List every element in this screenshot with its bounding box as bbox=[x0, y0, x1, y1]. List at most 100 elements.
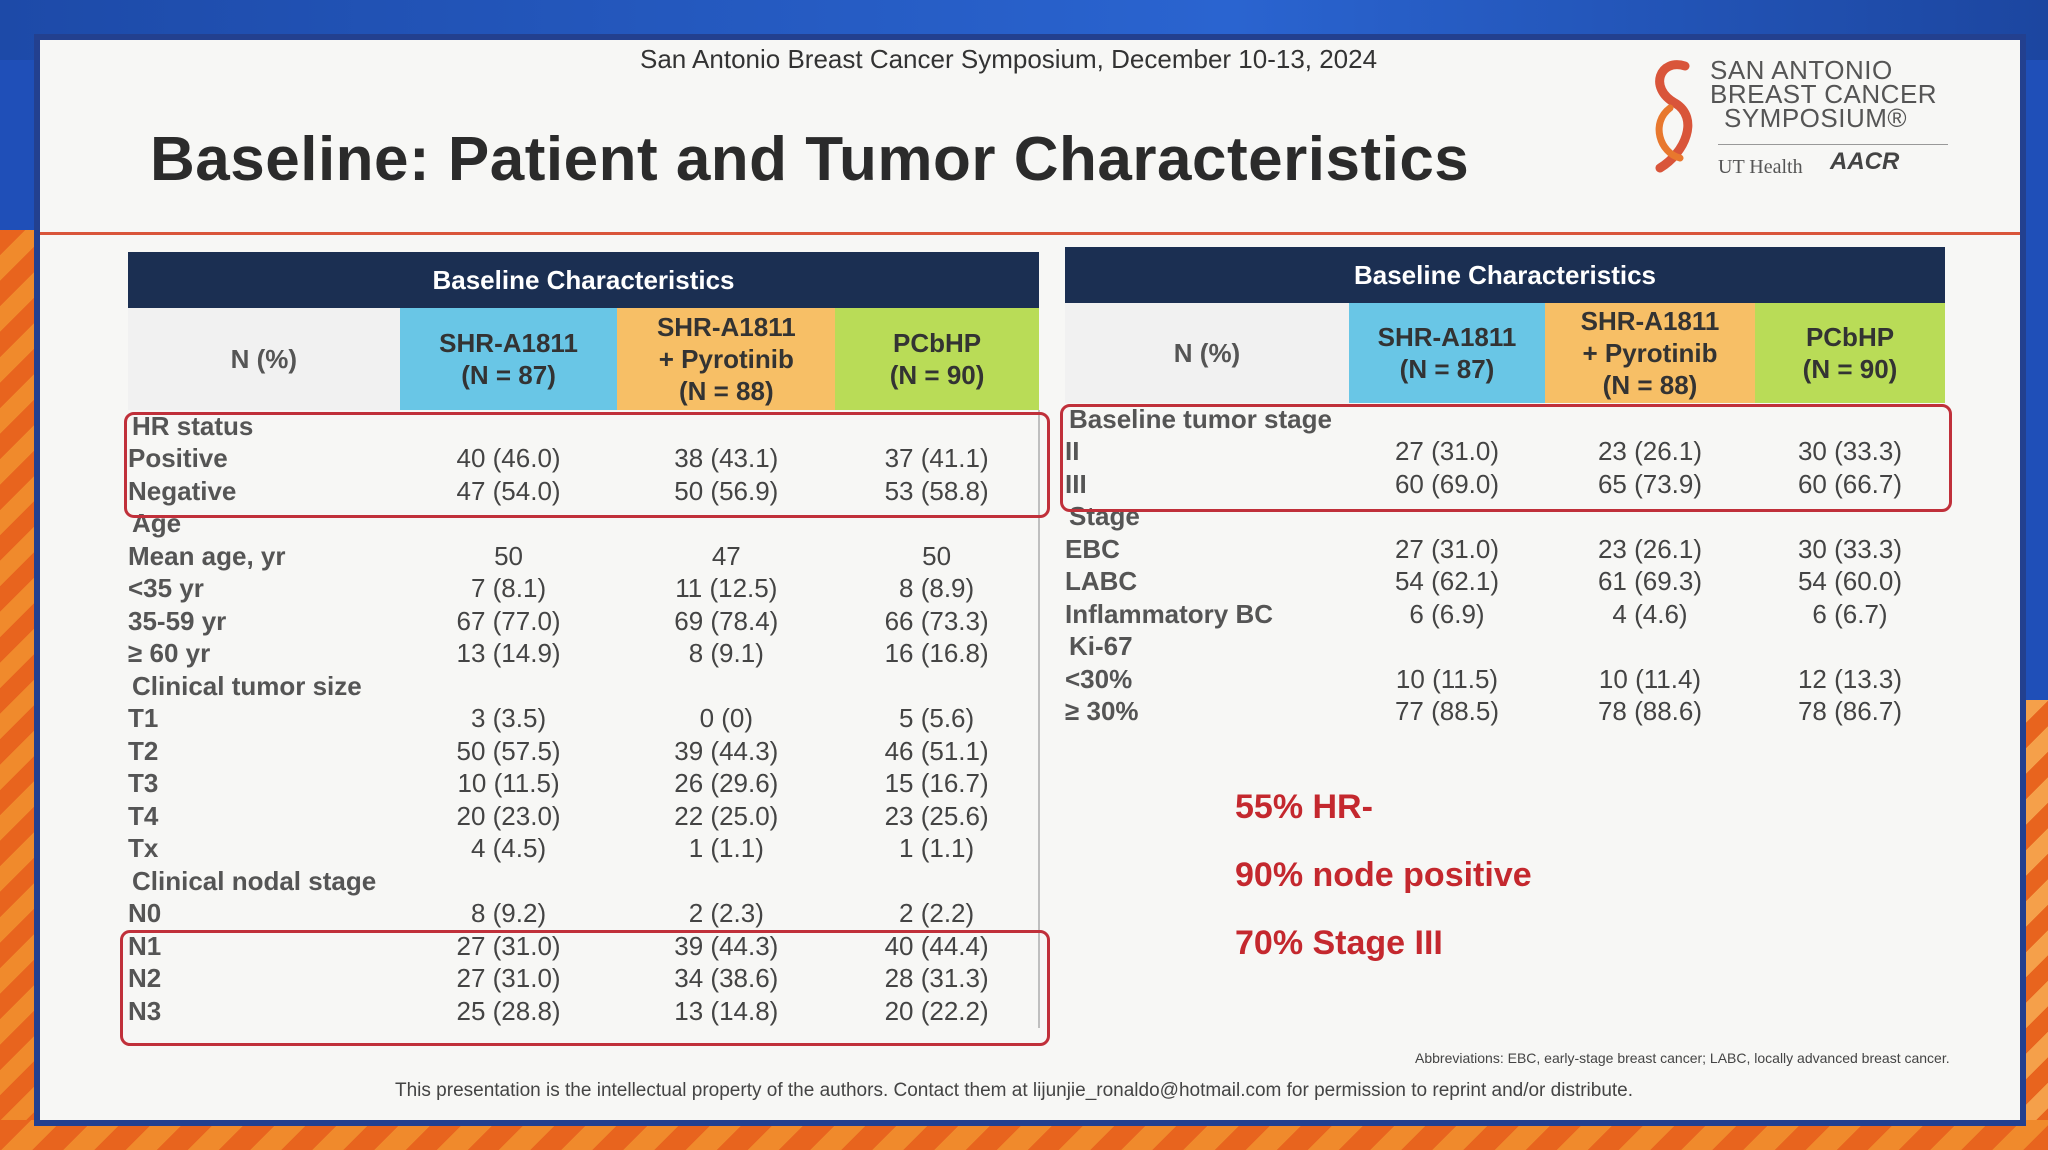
cell-pyrotinib bbox=[1545, 631, 1755, 664]
table-row: EBC 27 (31.0) 23 (26.1) 30 (33.3) bbox=[1065, 533, 1945, 566]
column-header-pyrotinib: SHR-A1811 + Pyrotinib (N = 88) bbox=[617, 308, 836, 410]
cell-pyrotinib: 8 (9.1) bbox=[688, 638, 764, 669]
cell-pcbhp: 60 (66.7) bbox=[1797, 468, 1903, 499]
section-label: HR status bbox=[132, 410, 254, 441]
cell-pcbhp: 2 (2.2) bbox=[899, 898, 975, 929]
cell-shr: 54 (62.1) bbox=[1394, 566, 1500, 597]
cell-pyrotinib: 38 (43.1) bbox=[674, 443, 779, 474]
cell-pcbhp: 6 (6.7) bbox=[1812, 598, 1888, 629]
callout-stage-iii: 70% Stage III bbox=[1235, 924, 1443, 962]
cell-pyrotinib: 11 (12.5) bbox=[675, 573, 778, 604]
cell-pyrotinib: 69 (78.4) bbox=[674, 605, 779, 636]
cell-shr: 27 (31.0) bbox=[456, 963, 561, 994]
copyright-footer: This presentation is the intellectual pr… bbox=[395, 1080, 1634, 1101]
cell-shr: 4 (4.5) bbox=[470, 833, 547, 864]
row-label: Positive bbox=[128, 443, 228, 474]
table-row: Inflammatory BC 6 (6.9) 4 (4.6) 6 (6.7) bbox=[1065, 598, 1945, 631]
table-row: Age bbox=[128, 508, 1039, 541]
cell-pcbhp: 28 (31.3) bbox=[884, 963, 989, 994]
cell-pyrotinib: 50 (56.9) bbox=[674, 475, 779, 506]
cell-shr bbox=[400, 865, 618, 898]
row-label: T4 bbox=[128, 800, 159, 831]
cell-pyrotinib: 39 (44.3) bbox=[674, 930, 779, 961]
table-row: HR status bbox=[128, 410, 1039, 443]
cell-shr: 27 (31.0) bbox=[1394, 533, 1500, 564]
row-label: T1 bbox=[128, 703, 159, 734]
cell-pcbhp: 30 (33.3) bbox=[1797, 436, 1903, 467]
abbreviations-note: Abbreviations: EBC, early-stage breast c… bbox=[1415, 1050, 1950, 1066]
column-header-pcbhp: PCbHP (N = 90) bbox=[835, 308, 1039, 410]
callout-hr-negative: 55% HR- bbox=[1235, 788, 1373, 826]
cell-pyrotinib: 1 (1.1) bbox=[688, 833, 764, 864]
cell-shr: 20 (23.0) bbox=[456, 800, 561, 831]
highlight-nodal-stage bbox=[120, 930, 1050, 1046]
section-label: Stage bbox=[1069, 501, 1140, 532]
column-header-n: N (%) bbox=[128, 308, 400, 410]
background-stripes-bottom bbox=[0, 1120, 2048, 1150]
row-label: Mean age, yr bbox=[128, 540, 286, 571]
cell-pcbhp: 8 (8.9) bbox=[899, 573, 975, 604]
table-row: N0 8 (9.2) 2 (2.3) 2 (2.2) bbox=[128, 898, 1039, 931]
cell-shr: 77 (88.5) bbox=[1394, 696, 1500, 727]
table-row: Negative 47 (54.0) 50 (56.9) 53 (58.8) bbox=[128, 475, 1039, 508]
cell-shr: 7 (8.1) bbox=[470, 573, 547, 604]
row-label: <35 yr bbox=[128, 573, 204, 604]
cell-shr bbox=[400, 670, 618, 703]
column-header-pcbhp: PCbHP (N = 90) bbox=[1755, 303, 1945, 403]
cell-pyrotinib: 65 (73.9) bbox=[1597, 468, 1703, 499]
cell-pcbhp: 53 (58.8) bbox=[884, 475, 989, 506]
table-row: III 60 (69.0) 65 (73.9) 60 (66.7) bbox=[1065, 468, 1945, 501]
cell-pyrotinib: 2 (2.3) bbox=[688, 898, 764, 929]
row-label: Negative bbox=[128, 475, 237, 506]
cell-pyrotinib: 4 (4.6) bbox=[1612, 598, 1688, 629]
cell-shr: 40 (46.0) bbox=[456, 443, 561, 474]
cell-shr: 27 (31.0) bbox=[1394, 436, 1500, 467]
table-row: Clinical tumor size bbox=[128, 670, 1039, 703]
cell-pyrotinib: 22 (25.0) bbox=[674, 800, 779, 831]
logo-wordmark: SAN ANTONIO BREAST CANCER SYMPOSIUM® bbox=[1710, 55, 1938, 133]
table-row: LABC 54 (62.1) 61 (69.3) 54 (60.0) bbox=[1065, 566, 1945, 599]
row-label: N1 bbox=[128, 930, 162, 961]
cell-pcbhp: 46 (51.1) bbox=[884, 735, 989, 766]
cell-pcbhp: 54 (60.0) bbox=[1797, 566, 1903, 597]
cell-pyrotinib: 23 (26.1) bbox=[1597, 533, 1703, 564]
aacr-logo: AACR bbox=[1830, 148, 1900, 175]
row-label: T2 bbox=[128, 735, 159, 766]
logo-divider bbox=[1718, 144, 1948, 145]
row-label: N0 bbox=[128, 898, 162, 929]
cell-pyrotinib: 23 (26.1) bbox=[1597, 436, 1703, 467]
cell-shr: 3 (3.5) bbox=[470, 703, 547, 734]
cell-pcbhp: 66 (73.3) bbox=[884, 605, 989, 636]
section-label: Clinical tumor size bbox=[132, 670, 362, 701]
cell-pcbhp: 16 (16.8) bbox=[884, 638, 989, 669]
cell-shr: 50 bbox=[494, 540, 523, 571]
highlight-hr-status bbox=[124, 412, 1050, 518]
table-row: 35-59 yr 67 (77.0) 69 (78.4) 66 (73.3) bbox=[128, 605, 1039, 638]
cell-pyrotinib: 26 (29.6) bbox=[674, 768, 779, 799]
table-row: Ki-67 bbox=[1065, 631, 1945, 664]
column-header-shr: SHR-A1811 (N = 87) bbox=[1349, 303, 1545, 403]
cell-pcbhp bbox=[835, 865, 1039, 898]
cell-shr: 13 (14.9) bbox=[456, 638, 561, 669]
cell-pyrotinib: 47 bbox=[711, 540, 741, 571]
callout-node-positive: 90% node positive bbox=[1235, 856, 1532, 894]
cell-shr: 27 (31.0) bbox=[456, 930, 561, 961]
table-header: Baseline Characteristics bbox=[1065, 247, 1945, 303]
table-row: N3 25 (28.8) 13 (14.8) 20 (22.2) bbox=[128, 995, 1039, 1028]
cell-pcbhp: 1 (1.1) bbox=[899, 833, 975, 864]
cell-shr: 60 (69.0) bbox=[1394, 468, 1500, 499]
table-row: ≥ 60 yr 13 (14.9) 8 (9.1) 16 (16.8) bbox=[128, 638, 1039, 671]
row-label: ≥ 30% bbox=[1065, 696, 1139, 727]
cell-pcbhp: 40 (44.4) bbox=[884, 930, 989, 961]
slide-title: Baseline: Patient and Tumor Characterist… bbox=[150, 125, 1470, 194]
cell-pcbhp: 50 bbox=[922, 540, 952, 571]
background-stripes-left bbox=[0, 230, 40, 1150]
table-row: T1 3 (3.5) 0 (0) 5 (5.6) bbox=[128, 703, 1039, 736]
ut-health-logo: UT Health bbox=[1718, 156, 1803, 178]
section-label: Clinical nodal stage bbox=[132, 865, 377, 896]
cell-shr: 10 (11.5) bbox=[1395, 663, 1499, 694]
cell-shr: 6 (6.9) bbox=[1409, 598, 1485, 629]
section-label: Age bbox=[132, 508, 182, 539]
cell-pyrotinib: 13 (14.8) bbox=[674, 995, 779, 1026]
sabcs-logo: SAN ANTONIO BREAST CANCER SYMPOSIUM® UT … bbox=[1640, 48, 1948, 208]
